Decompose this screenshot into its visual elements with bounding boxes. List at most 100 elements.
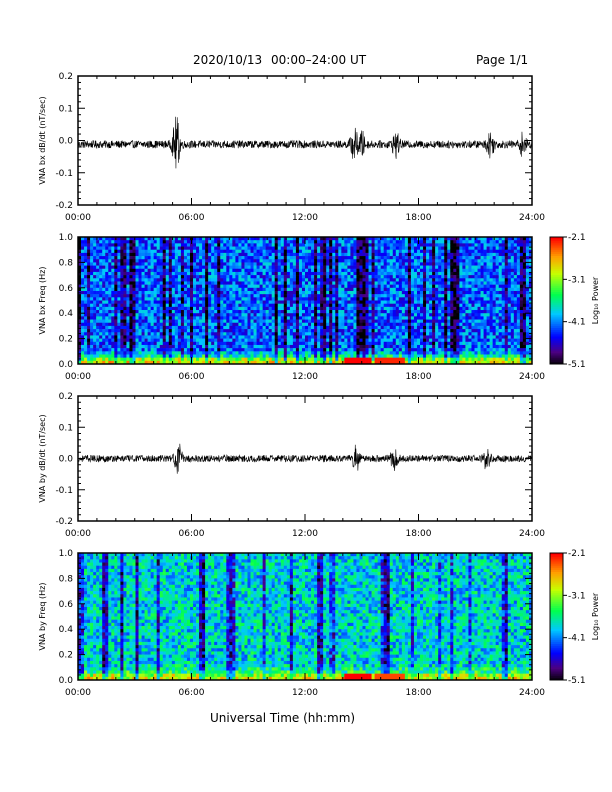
heatmap-cell xyxy=(99,266,102,269)
heatmap-cell xyxy=(338,240,341,243)
heatmap-cell xyxy=(423,281,426,284)
heatmap-cell xyxy=(284,301,287,304)
heatmap-cell xyxy=(396,345,399,348)
heatmap-cell xyxy=(326,253,329,256)
heatmap-cell xyxy=(217,310,220,313)
heatmap-cell xyxy=(329,247,332,250)
heatmap-cell xyxy=(148,250,151,253)
heatmap-cell xyxy=(190,304,193,307)
heatmap-cell xyxy=(87,262,90,265)
heatmap-cell xyxy=(390,310,393,313)
heatmap-cell xyxy=(363,250,366,253)
heatmap-cell xyxy=(208,281,211,284)
heatmap-cell xyxy=(199,275,202,278)
heatmap-cell xyxy=(235,272,238,275)
heatmap-cell xyxy=(214,275,217,278)
heatmap-cell xyxy=(444,272,447,275)
heatmap-cell xyxy=(344,250,347,253)
heatmap-cell xyxy=(244,301,247,304)
heatmap-cell xyxy=(105,275,108,278)
heatmap-cell xyxy=(417,335,420,338)
heatmap-cell xyxy=(202,275,205,278)
heatmap-cell xyxy=(363,301,366,304)
heatmap-cell xyxy=(432,307,435,310)
heatmap-cell xyxy=(432,288,435,291)
heatmap-cell xyxy=(81,281,84,284)
heatmap-cell xyxy=(136,266,139,269)
heatmap-cell xyxy=(226,247,229,250)
heatmap-cell xyxy=(308,281,311,284)
heatmap-cell xyxy=(332,250,335,253)
heatmap-cell xyxy=(136,262,139,265)
heatmap-cell xyxy=(396,240,399,243)
heatmap-cell xyxy=(120,316,123,319)
heatmap-cell xyxy=(139,316,142,319)
heatmap-cell xyxy=(166,348,169,351)
heatmap-cell xyxy=(205,335,208,338)
heatmap-cell xyxy=(350,243,353,246)
heatmap-cell xyxy=(136,294,139,297)
heatmap-cell xyxy=(332,342,335,345)
heatmap-cell xyxy=(169,269,172,272)
heatmap-cell xyxy=(114,262,117,265)
heatmap-cell xyxy=(423,339,426,342)
heatmap-cell xyxy=(142,342,145,345)
heatmap-cell xyxy=(172,294,175,297)
heatmap-cell xyxy=(281,294,284,297)
heatmap-cell xyxy=(157,304,160,307)
heatmap-cell xyxy=(399,345,402,348)
heatmap-cell xyxy=(405,301,408,304)
heatmap-cell xyxy=(378,348,381,351)
heatmap-cell xyxy=(272,240,275,243)
heatmap-cell xyxy=(347,253,350,256)
heatmap-cell xyxy=(381,358,384,361)
heatmap-cell xyxy=(251,291,254,294)
heatmap-cell xyxy=(263,250,266,253)
heatmap-cell xyxy=(208,342,211,345)
heatmap-cell xyxy=(323,316,326,319)
heatmap-cell xyxy=(238,345,241,348)
heatmap-cell xyxy=(251,304,254,307)
heatmap-cell xyxy=(96,342,99,345)
heatmap-cell xyxy=(396,342,399,345)
heatmap-cell xyxy=(232,342,235,345)
heatmap-cell xyxy=(441,358,444,361)
heatmap-cell xyxy=(432,320,435,323)
heatmap-cell xyxy=(414,332,417,335)
heatmap-cell xyxy=(435,256,438,259)
heatmap-cell xyxy=(375,313,378,316)
heatmap-cell xyxy=(447,243,450,246)
heatmap-cell xyxy=(405,250,408,253)
heatmap-cell xyxy=(308,354,311,357)
heatmap-cell xyxy=(423,272,426,275)
heatmap-cell xyxy=(220,332,223,335)
heatmap-cell xyxy=(223,329,226,332)
heatmap-cell xyxy=(375,345,378,348)
heatmap-cell xyxy=(317,294,320,297)
heatmap-cell xyxy=(278,285,281,288)
heatmap-cell xyxy=(96,281,99,284)
heatmap-cell xyxy=(123,348,126,351)
heatmap-cell xyxy=(269,310,272,313)
heatmap-cell xyxy=(223,250,226,253)
heatmap-cell xyxy=(356,301,359,304)
heatmap-cell xyxy=(314,256,317,259)
heatmap-cell xyxy=(105,259,108,262)
heatmap-cell xyxy=(211,320,214,323)
heatmap-cell xyxy=(281,240,284,243)
heatmap-cell xyxy=(90,313,93,316)
heatmap-cell xyxy=(399,354,402,357)
heatmap-cell xyxy=(148,266,151,269)
heatmap-cell xyxy=(293,358,296,361)
heatmap-cell xyxy=(375,358,378,361)
heatmap-cell xyxy=(241,294,244,297)
heatmap-cell xyxy=(175,316,178,319)
heatmap-cell xyxy=(338,354,341,357)
heatmap-cell xyxy=(338,310,341,313)
heatmap-cell xyxy=(214,313,217,316)
heatmap-cell xyxy=(317,266,320,269)
heatmap-cell xyxy=(151,275,154,278)
heatmap-cell xyxy=(317,339,320,342)
heatmap-cell xyxy=(199,247,202,250)
heatmap-cell xyxy=(117,320,120,323)
